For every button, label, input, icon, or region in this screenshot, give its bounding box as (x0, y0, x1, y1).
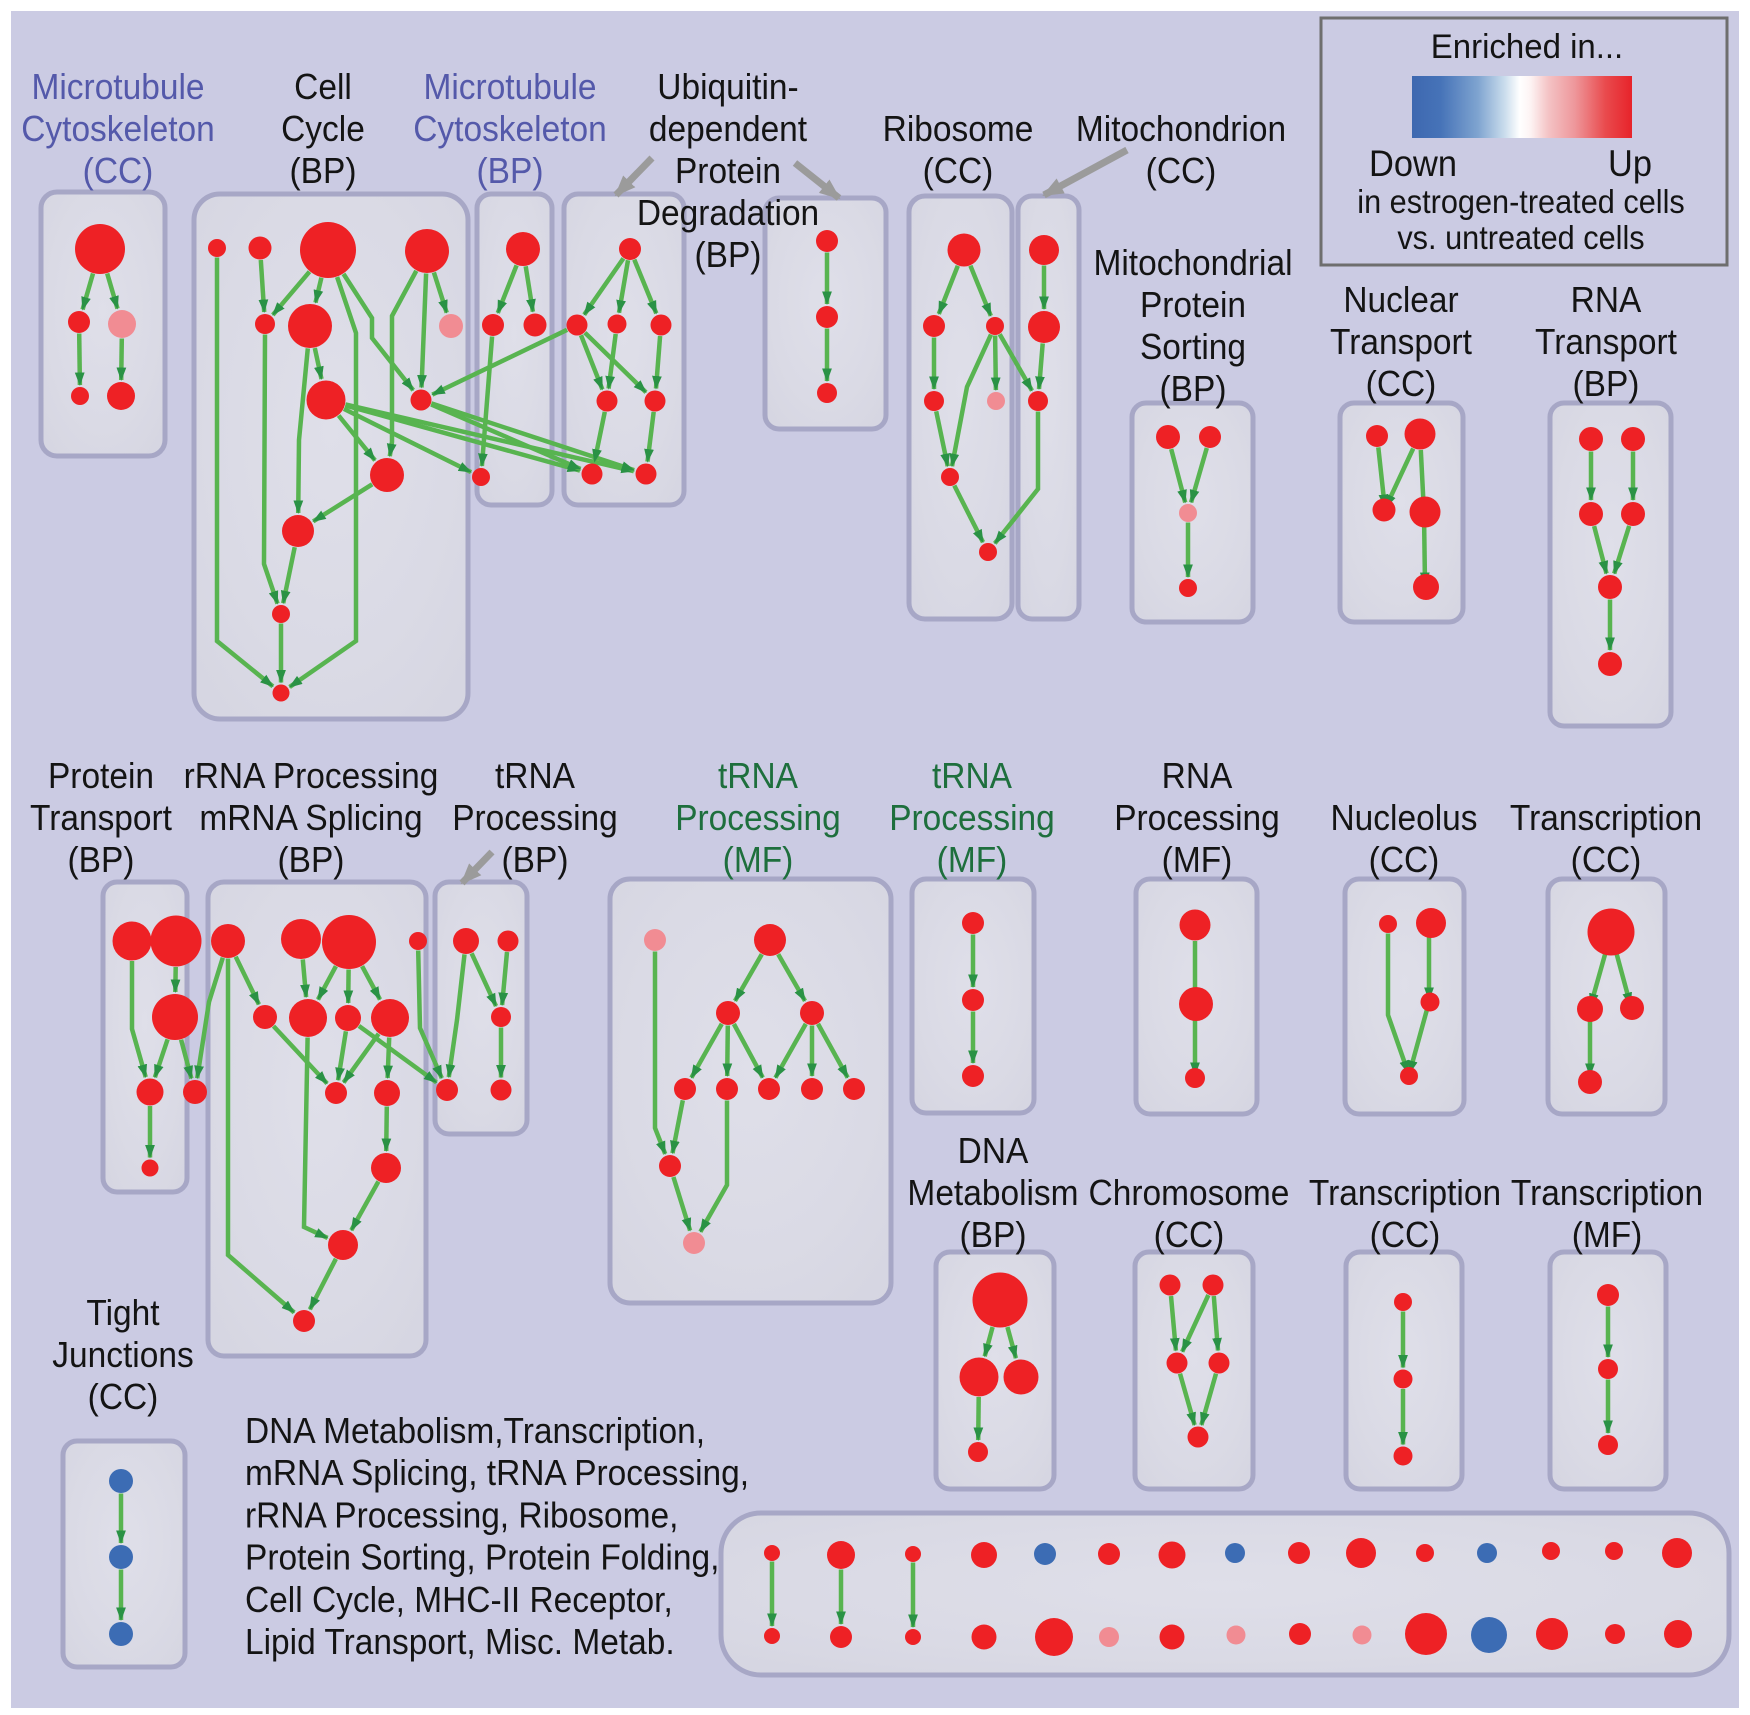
svg-text:Cytoskeleton: Cytoskeleton (413, 110, 606, 149)
svg-text:(CC): (CC) (1366, 365, 1437, 404)
svg-text:(BP): (BP) (1160, 370, 1227, 409)
svg-text:DNA Metabolism,Transcription,: DNA Metabolism,Transcription, (245, 1412, 705, 1451)
svg-text:(MF): (MF) (723, 841, 794, 880)
svg-text:Tight: Tight (86, 1294, 159, 1333)
svg-text:Cell Cycle, MHC-II Receptor,: Cell Cycle, MHC-II Receptor, (245, 1581, 673, 1620)
svg-text:DNA: DNA (958, 1132, 1029, 1171)
svg-text:mRNA Splicing, tRNA Processing: mRNA Splicing, tRNA Processing, (245, 1454, 749, 1493)
svg-text:(CC): (CC) (923, 152, 994, 191)
svg-text:(BP): (BP) (695, 236, 762, 275)
svg-text:Metabolism: Metabolism (907, 1174, 1078, 1213)
svg-text:Protein: Protein (48, 757, 154, 796)
svg-text:Microtubule: Microtubule (32, 68, 205, 107)
svg-text:Cytoskeleton: Cytoskeleton (21, 110, 214, 149)
svg-text:(CC): (CC) (1146, 152, 1217, 191)
svg-text:(BP): (BP) (502, 841, 569, 880)
svg-text:(MF): (MF) (937, 841, 1008, 880)
svg-text:Cycle: Cycle (281, 110, 365, 149)
svg-text:Processing: Processing (1114, 799, 1280, 838)
svg-text:(MF): (MF) (1162, 841, 1233, 880)
svg-text:tRNA: tRNA (495, 757, 576, 796)
svg-text:rRNA Processing: rRNA Processing (184, 757, 439, 796)
svg-text:rRNA Processing, Ribosome,: rRNA Processing, Ribosome, (245, 1496, 678, 1535)
svg-text:Transcription: Transcription (1510, 799, 1702, 838)
svg-text:(BP): (BP) (290, 152, 357, 191)
svg-text:Protein: Protein (1140, 286, 1246, 325)
svg-text:vs. untreated cells: vs. untreated cells (1397, 219, 1644, 256)
svg-text:(CC): (CC) (88, 1378, 159, 1417)
svg-text:(CC): (CC) (1154, 1216, 1225, 1255)
svg-text:Nuclear: Nuclear (1343, 281, 1458, 320)
svg-text:Processing: Processing (675, 799, 841, 838)
svg-text:Ubiquitin-: Ubiquitin- (657, 68, 798, 107)
svg-text:Junctions: Junctions (52, 1336, 193, 1375)
svg-text:Up: Up (1608, 143, 1652, 184)
svg-text:Cell: Cell (294, 68, 352, 107)
svg-text:(BP): (BP) (960, 1216, 1027, 1255)
svg-text:Transcription: Transcription (1309, 1174, 1501, 1213)
svg-text:Processing: Processing (889, 799, 1055, 838)
svg-text:Chromosome: Chromosome (1089, 1174, 1290, 1213)
svg-text:dependent: dependent (649, 110, 808, 149)
svg-text:tRNA: tRNA (932, 757, 1013, 796)
svg-text:mRNA Splicing: mRNA Splicing (199, 799, 422, 838)
svg-text:(CC): (CC) (1369, 841, 1440, 880)
svg-text:Lipid Transport, Misc. Metab.: Lipid Transport, Misc. Metab. (245, 1623, 675, 1662)
svg-text:Transport: Transport (1535, 323, 1677, 362)
svg-text:(BP): (BP) (68, 841, 135, 880)
svg-text:Transcription: Transcription (1511, 1174, 1703, 1213)
svg-text:Down: Down (1369, 143, 1457, 184)
svg-text:Mitochondrion: Mitochondrion (1076, 110, 1286, 149)
svg-text:Protein Sorting, Protein Foldi: Protein Sorting, Protein Folding, (245, 1539, 719, 1578)
svg-text:RNA: RNA (1571, 281, 1642, 320)
svg-text:Degradation: Degradation (637, 194, 819, 233)
svg-text:Microtubule: Microtubule (424, 68, 597, 107)
svg-text:Transport: Transport (1330, 323, 1472, 362)
svg-text:(MF): (MF) (1572, 1216, 1643, 1255)
svg-text:Sorting: Sorting (1140, 328, 1246, 367)
svg-text:(BP): (BP) (477, 152, 544, 191)
svg-text:Ribosome: Ribosome (883, 110, 1034, 149)
svg-text:Processing: Processing (452, 799, 618, 838)
svg-text:Protein: Protein (675, 152, 781, 191)
svg-text:RNA: RNA (1162, 757, 1233, 796)
svg-text:(BP): (BP) (1573, 365, 1640, 404)
svg-text:(CC): (CC) (1370, 1216, 1441, 1255)
svg-text:(CC): (CC) (1571, 841, 1642, 880)
svg-text:(BP): (BP) (278, 841, 345, 880)
svg-text:Enriched in...: Enriched in... (1431, 29, 1623, 67)
svg-text:(CC): (CC) (83, 152, 154, 191)
svg-text:Nucleolus: Nucleolus (1331, 799, 1478, 838)
svg-text:Mitochondrial: Mitochondrial (1093, 244, 1292, 283)
svg-text:Transport: Transport (30, 799, 172, 838)
svg-text:tRNA: tRNA (718, 757, 799, 796)
svg-text:in estrogen-treated cells: in estrogen-treated cells (1357, 183, 1684, 220)
